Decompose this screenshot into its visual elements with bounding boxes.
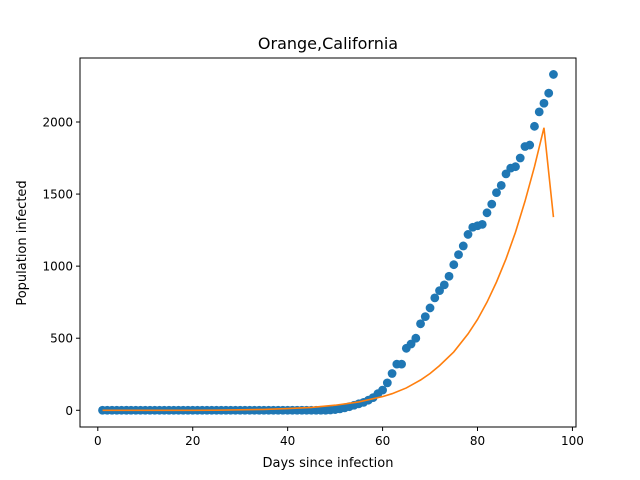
axes-frame (79, 57, 577, 428)
x-tick-label: 40 (280, 434, 295, 448)
scatter-point (496, 181, 506, 190)
scatter-point (425, 303, 435, 313)
scatter-point (515, 153, 525, 163)
scatter-point (549, 70, 558, 79)
scatter-point (449, 260, 459, 270)
scatter-point (430, 293, 440, 303)
y-tick-label: 2000 (42, 115, 73, 129)
scatter-point (525, 140, 535, 150)
scatter-point (534, 107, 544, 117)
x-tick-label: 60 (375, 434, 390, 448)
x-tick-label: 80 (470, 434, 485, 448)
scatter-point (397, 359, 406, 369)
scatter-point (492, 188, 501, 198)
scatter-point (487, 199, 497, 209)
x-tick-label: 100 (561, 434, 584, 448)
y-tick-label: 500 (50, 332, 73, 346)
y-tick-label: 1000 (42, 260, 73, 274)
y-axis-label: Population infected (15, 180, 30, 305)
scatter-point (458, 241, 468, 251)
scatter-point (530, 121, 539, 131)
y-tick-label: 1500 (42, 188, 73, 202)
scatter-point (482, 208, 492, 218)
scatter-point (411, 333, 421, 343)
data-layer (98, 70, 558, 415)
y-tick-label: 0 (65, 404, 73, 418)
x-tick-label: 0 (94, 434, 102, 448)
scatter-point (416, 319, 425, 329)
scatter-point (463, 230, 473, 239)
scatter-point (454, 250, 463, 260)
scatter-point (444, 271, 454, 281)
scatter-point (511, 162, 520, 172)
scatter-point (420, 312, 430, 321)
x-tick-label: 20 (185, 434, 200, 448)
scatter-point (439, 280, 449, 290)
scatter-point (382, 378, 392, 388)
fit-line (102, 127, 555, 412)
scatter-point (544, 88, 554, 98)
x-axis-label: Days since infection (263, 456, 394, 471)
scatter-point (378, 385, 387, 395)
scatter-point (539, 98, 549, 108)
scatter-point (477, 219, 487, 229)
scatter-point (387, 369, 397, 378)
chart-title: Orange,California (258, 34, 398, 53)
